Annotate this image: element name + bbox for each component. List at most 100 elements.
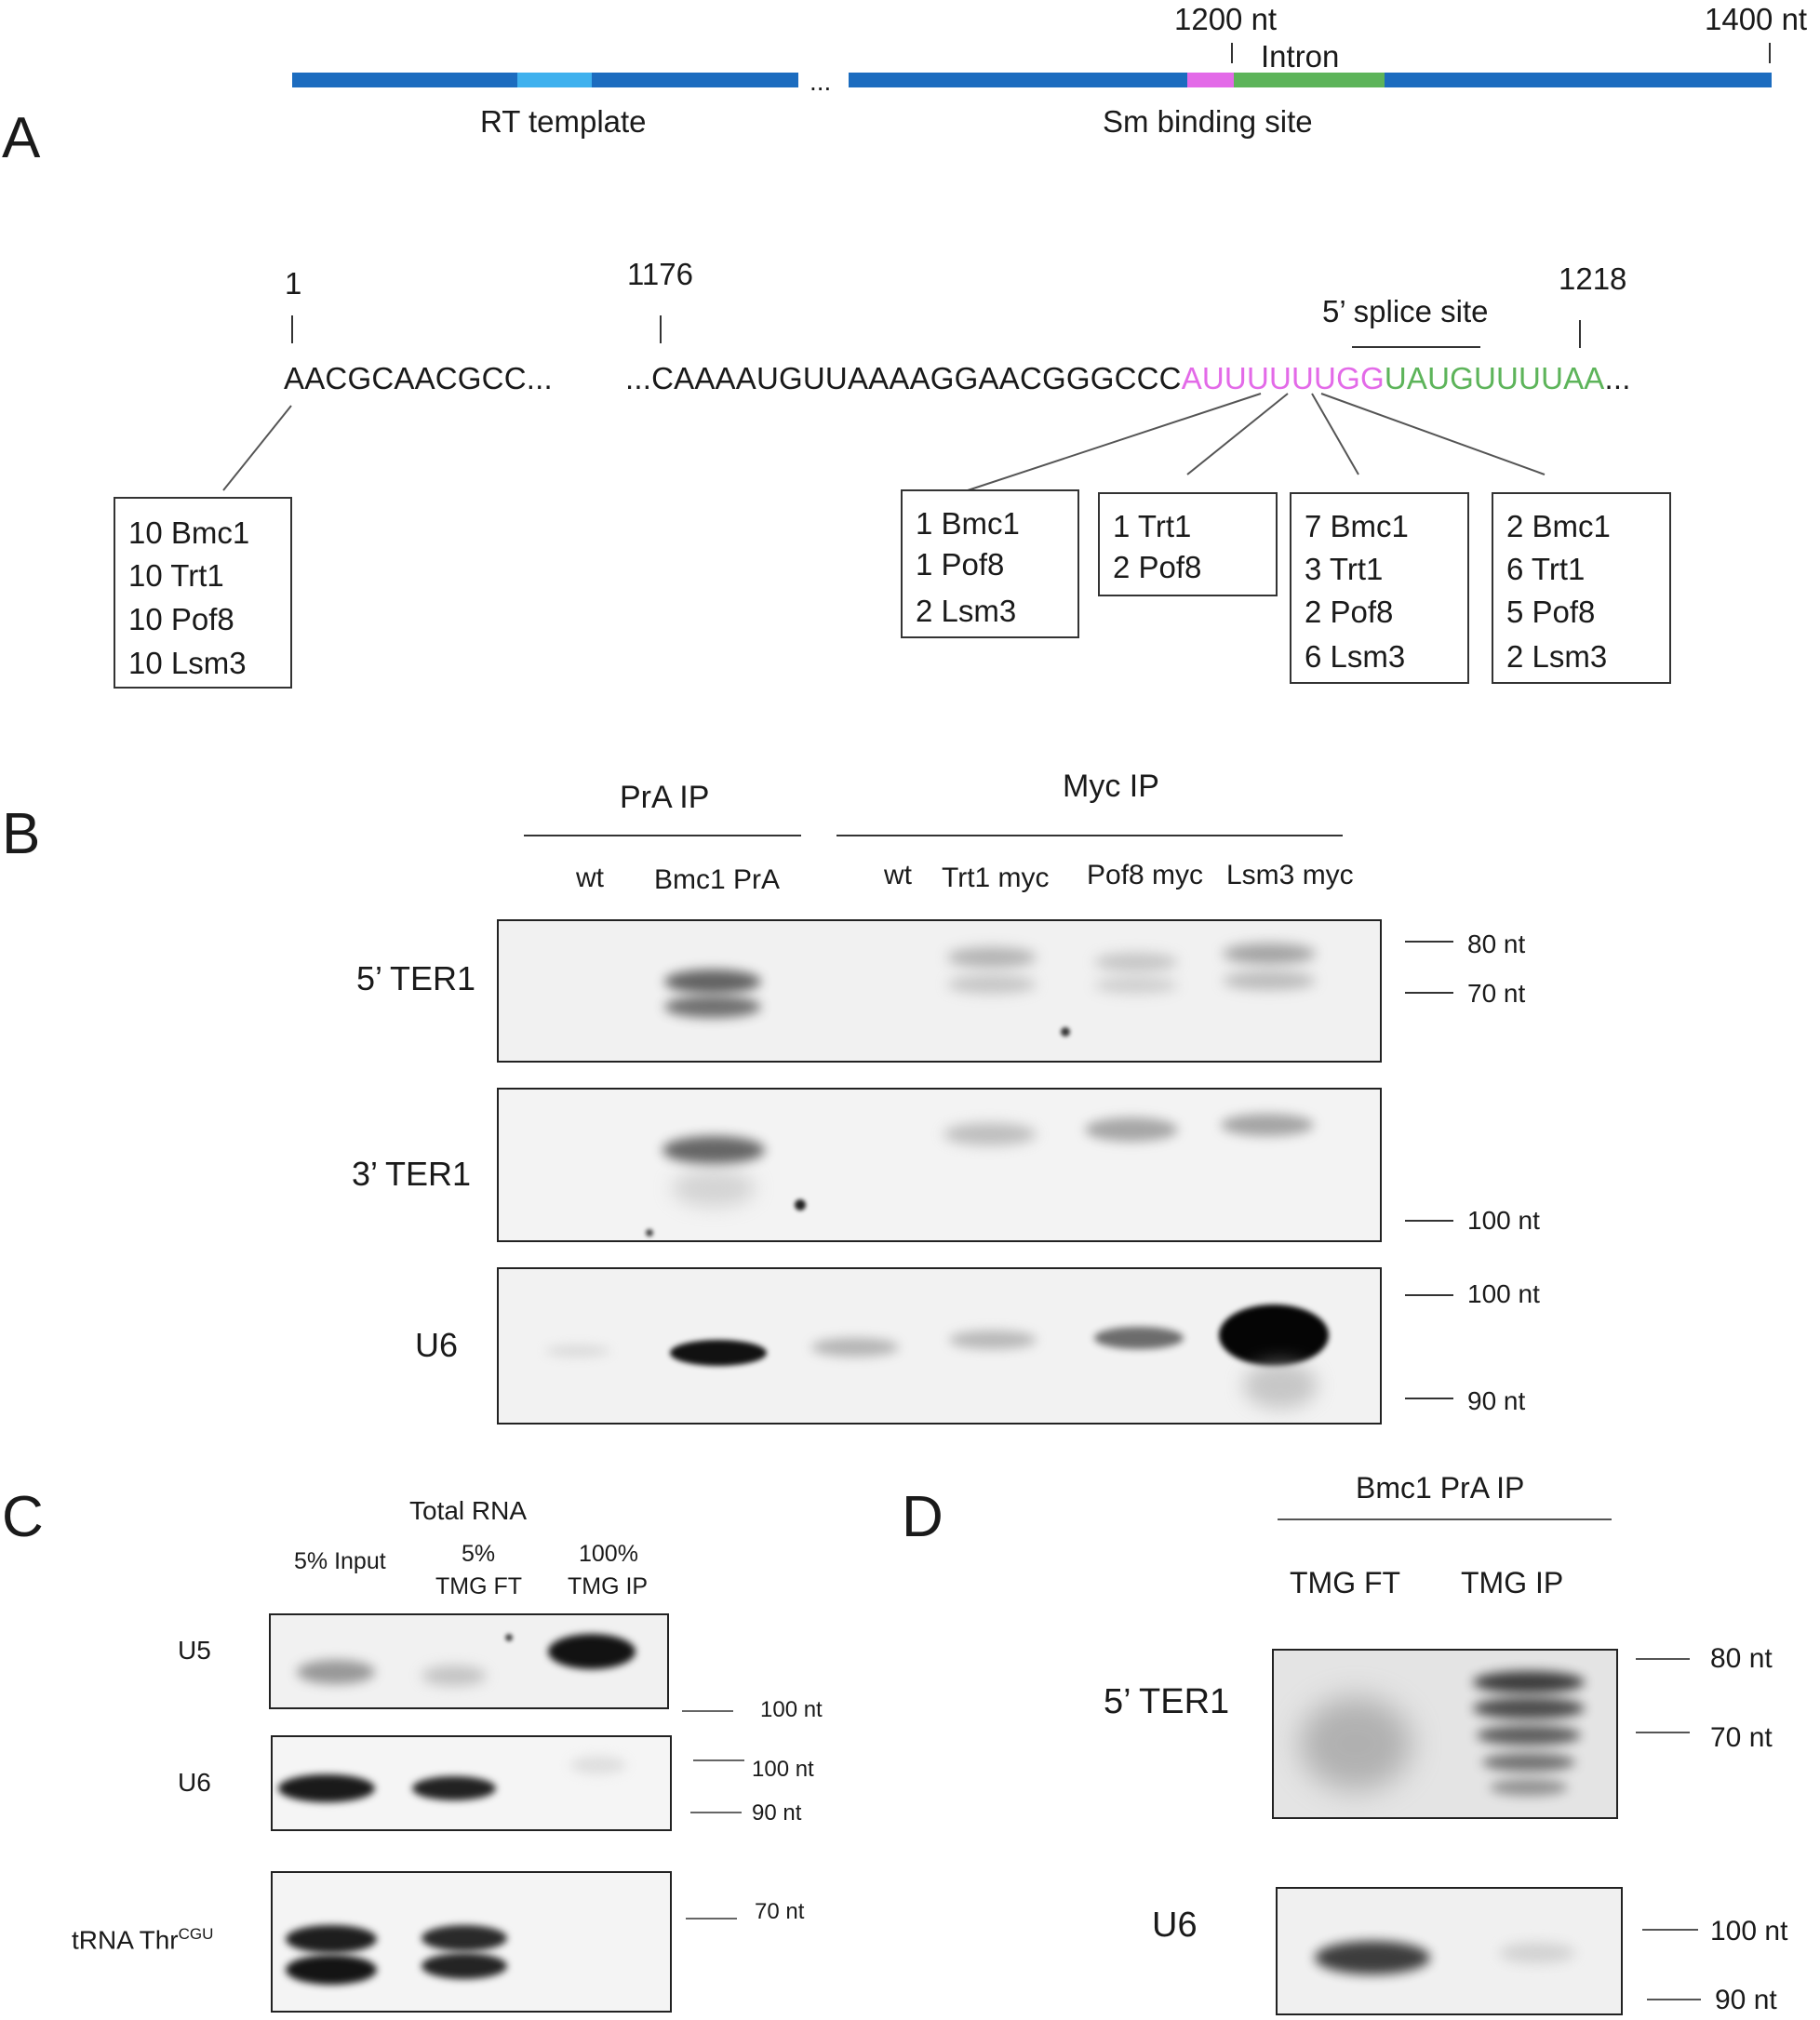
position-1400-tick — [1769, 43, 1771, 63]
band — [947, 975, 1037, 994]
marker-label: 80 nt — [1467, 930, 1526, 958]
rt-template-segment — [517, 73, 592, 87]
count-box-line: 10 Bmc1 — [128, 515, 250, 550]
band — [1223, 971, 1316, 990]
count-box-line: 2 Lsm3 — [916, 594, 1017, 628]
band — [1477, 1725, 1581, 1746]
band — [1094, 1327, 1184, 1349]
band — [947, 947, 1037, 968]
marker-tick — [1642, 1929, 1698, 1931]
sequence-3prime: ...CAAAAUGUUAAAAGGAACGGGCCCAUUUUUUGGUAUG… — [625, 363, 1631, 394]
position-1176-label: 1176 — [627, 257, 693, 291]
marker-label: 90 nt — [1715, 1985, 1777, 2015]
band — [662, 1136, 765, 1164]
marker-tick — [1636, 1658, 1690, 1660]
marker-label: 100 nt — [1710, 1916, 1788, 1946]
position-1-label: 1 — [285, 266, 302, 301]
sequence-sm-site: AUUUUUUGG — [1181, 361, 1385, 395]
bmc1-pra-ip-bracket — [1278, 1518, 1612, 1520]
count-box-line: 2 Pof8 — [1305, 595, 1394, 629]
count-box-line: 10 Lsm3 — [128, 646, 247, 680]
position-1200-label: 1200 nt — [1174, 2, 1278, 36]
sequence-intron: UAUGUUUUAA — [1384, 361, 1605, 395]
lane-label: 5% — [462, 1541, 496, 1567]
count-box-line: 6 Trt1 — [1506, 552, 1586, 586]
band — [422, 1953, 507, 1979]
band — [672, 1170, 756, 1207]
lane-label: TMG FT — [435, 1573, 523, 1599]
lane-label: Bmc1 PrA — [654, 864, 781, 895]
band — [412, 1776, 496, 1800]
marker-tick — [686, 1918, 737, 1920]
row-label-u5: U5 — [178, 1636, 211, 1665]
marker-tick — [1405, 1294, 1453, 1296]
band — [297, 1660, 375, 1684]
panel-label-b: B — [2, 802, 41, 866]
band — [1221, 1114, 1314, 1136]
band — [1473, 1671, 1585, 1693]
row-label-u6: U6 — [178, 1768, 211, 1797]
count-box-position-1: 10 Bmc1 10 Trt1 10 Pof8 10 Lsm3 — [114, 497, 292, 689]
blot-3prime-ter1 — [497, 1088, 1382, 1242]
lane-label: Lsm3 myc — [1226, 860, 1354, 890]
count-box-3: 7 Bmc1 3 Trt1 2 Pof8 6 Lsm3 — [1290, 492, 1469, 684]
sm-binding-site-label: Sm binding site — [1103, 104, 1313, 139]
position-1400-label: 1400 nt — [1705, 2, 1808, 36]
marker-label: 90 nt — [1467, 1386, 1526, 1415]
count-box-line: 10 Trt1 — [128, 558, 224, 593]
marker-label: 70 nt — [755, 1899, 805, 1924]
rt-template-label: RT template — [480, 104, 647, 139]
lane-label: Trt1 myc — [942, 863, 1050, 893]
marker-label: 70 nt — [1467, 979, 1526, 1008]
lane-label: TMG IP — [568, 1573, 649, 1599]
lane-label: Pof8 myc — [1087, 860, 1204, 890]
marker-tick — [690, 1812, 742, 1813]
marker-tick — [693, 1759, 744, 1761]
panel-label-a: A — [2, 106, 41, 170]
blot-trna — [271, 1871, 672, 2013]
count-box-line: 2 Pof8 — [1113, 550, 1202, 584]
marker-label: 90 nt — [752, 1800, 802, 1826]
bmc1-pra-ip-header: Bmc1 PrA IP — [1356, 1471, 1525, 1505]
count-box-1: 1 Bmc1 1 Pof8 2 Lsm3 — [901, 489, 1079, 638]
band — [1300, 1697, 1412, 1790]
sequence-black: ...CAAAAUGUUAAAAGGAACGGGCCC — [625, 361, 1182, 395]
band — [1085, 1117, 1178, 1142]
row-label-u6: U6 — [415, 1326, 459, 1364]
count-box-line: 10 Pof8 — [128, 602, 234, 636]
band — [1223, 943, 1316, 964]
marker-label: 100 nt — [1467, 1206, 1540, 1235]
position-1176-tick — [660, 315, 662, 343]
blot-u5 — [269, 1613, 669, 1709]
row-label-3prime-ter1: 3’ TER1 — [352, 1155, 472, 1193]
marker-tick — [682, 1710, 733, 1712]
band — [1094, 977, 1178, 994]
band — [286, 1955, 377, 1985]
marker-tick — [1647, 1999, 1701, 2000]
marker-tick — [1405, 992, 1453, 994]
blot-d-5prime-ter1 — [1272, 1649, 1618, 1819]
sequence-5prime: AACGCAACGCC... — [284, 361, 553, 395]
count-box-4: 2 Bmc1 6 Trt1 5 Pof8 2 Lsm3 — [1492, 492, 1671, 684]
band — [422, 1665, 487, 1686]
band — [1243, 1362, 1318, 1409]
band — [1315, 1941, 1430, 1974]
intron-label: Intron — [1261, 39, 1340, 74]
lane-label: TMG FT — [1290, 1566, 1401, 1599]
band — [664, 996, 761, 1018]
band — [422, 1925, 507, 1951]
band — [548, 1634, 636, 1669]
band — [545, 1345, 610, 1357]
lane-label: 5% Input — [294, 1548, 386, 1574]
gel-speck — [646, 1229, 653, 1237]
marker-tick — [1405, 1398, 1453, 1399]
splice-site-bracket — [1352, 346, 1480, 348]
gene-bar-ellipsis: ... — [810, 67, 832, 96]
marker-tick — [1405, 941, 1453, 943]
lane-label: wt — [884, 860, 912, 890]
gel-speck — [1061, 1027, 1070, 1037]
band — [1490, 1779, 1568, 1796]
total-rna-header: Total RNA — [409, 1496, 528, 1525]
count-box-line: 5 Pof8 — [1506, 595, 1596, 629]
position-1200-tick — [1231, 43, 1233, 63]
